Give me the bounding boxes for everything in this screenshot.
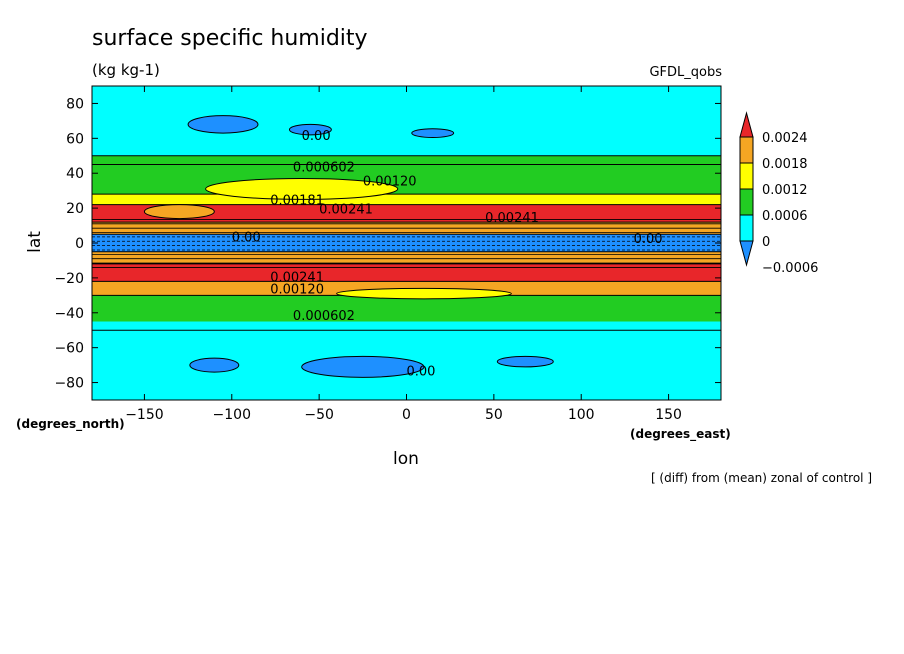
zonal-band-2 xyxy=(92,164,721,195)
units-label: (kg kg-1) xyxy=(92,61,160,79)
x-tick-label: −150 xyxy=(125,407,163,423)
colorbar: 0.0024 0.0018 0.0012 0.0006 0 −0.0006 xyxy=(739,111,818,276)
contour-blob-7 xyxy=(496,355,554,368)
colorbar-swatch xyxy=(739,188,754,216)
source-label: GFDL_qobs xyxy=(649,65,722,80)
colorbar-label: 0.0006 xyxy=(762,209,808,224)
zonal-band-0 xyxy=(92,86,721,156)
contour-blob-8 xyxy=(336,287,512,300)
x-units-label: (degrees_east) xyxy=(630,427,731,442)
x-tick-label: −50 xyxy=(304,407,334,423)
y-tick-label: 60 xyxy=(66,131,84,147)
colorbar-bottom-arrow xyxy=(739,240,754,267)
contour-blob-5 xyxy=(189,357,240,373)
x-axis-label: lon xyxy=(393,449,419,469)
y-tick-label: −80 xyxy=(54,376,84,392)
colorbar-top-arrow xyxy=(739,111,754,138)
colorbar-swatch xyxy=(739,136,754,164)
zonal-band-7 xyxy=(92,251,721,264)
x-tick-label: −100 xyxy=(213,407,251,423)
x-tick-label: 50 xyxy=(485,407,503,423)
chart-title: surface specific humidity xyxy=(92,26,368,51)
y-axis-label: lat xyxy=(25,231,45,253)
x-ticks: −150 −100 −50 0 50 100 150 xyxy=(125,86,682,423)
y-tick-label: 80 xyxy=(66,96,84,112)
y-tick-label: −60 xyxy=(54,341,84,357)
y-tick-label: −40 xyxy=(54,306,84,322)
zonal-band-1 xyxy=(92,155,721,165)
contour-label: 0.00241 xyxy=(270,270,324,285)
contour-blob-0 xyxy=(205,177,399,200)
zonal-band-4 xyxy=(92,204,721,223)
contour-label: 0.000602 xyxy=(293,309,355,324)
colorbar-label: 0 xyxy=(762,235,770,250)
colorbar-label: 0.0012 xyxy=(762,183,808,198)
contour-label: 0.00 xyxy=(634,232,663,247)
colorbar-label: 0.0024 xyxy=(762,131,808,146)
contour-label: 0.00241 xyxy=(319,202,373,217)
zonal-band-3 xyxy=(92,194,721,205)
contour-label: 0.00181 xyxy=(270,194,324,209)
contour-blob-1 xyxy=(143,204,215,220)
contour-blob-3 xyxy=(288,123,332,136)
x-tick-label: 150 xyxy=(655,407,682,423)
y-tick-label: 20 xyxy=(66,201,84,217)
zonal-band-6 xyxy=(92,234,721,252)
contour-blob-2 xyxy=(187,115,259,134)
y-units-label: (degrees_north) xyxy=(16,417,125,432)
contour-label: 0.00 xyxy=(407,365,436,380)
y-tick-label: 0 xyxy=(75,236,84,252)
contour-label: 0.00241 xyxy=(485,211,539,226)
colorbar-label: 0.0018 xyxy=(762,157,808,172)
contour-label: 0.00 xyxy=(232,230,261,245)
x-tick-label: 0 xyxy=(402,407,411,423)
contour-label: 0.00120 xyxy=(270,283,324,298)
colorbar-swatch xyxy=(739,162,754,190)
colorbar-swatch xyxy=(739,214,754,242)
x-tick-label: 100 xyxy=(568,407,595,423)
zonal-band-8 xyxy=(92,263,721,282)
zonal-band-10 xyxy=(92,295,721,322)
y-tick-label: −20 xyxy=(54,271,84,287)
y-tick-label: 40 xyxy=(66,166,84,182)
y-ticks: 80 60 40 20 0 −20 −40 −60 −80 xyxy=(54,96,721,392)
contour-label: 0.00120 xyxy=(363,174,417,189)
contour-blob-6 xyxy=(301,355,425,378)
colorbar-label: −0.0006 xyxy=(762,261,818,276)
plot-area: 0.000.0006020.001200.001810.002410.00241… xyxy=(91,85,722,401)
contour-label: 0.000602 xyxy=(293,160,355,175)
footnote: [ (diff) from (mean) zonal of control ] xyxy=(651,471,872,485)
contour-label: 0.00 xyxy=(302,129,331,144)
contour-blob-4 xyxy=(411,128,455,138)
